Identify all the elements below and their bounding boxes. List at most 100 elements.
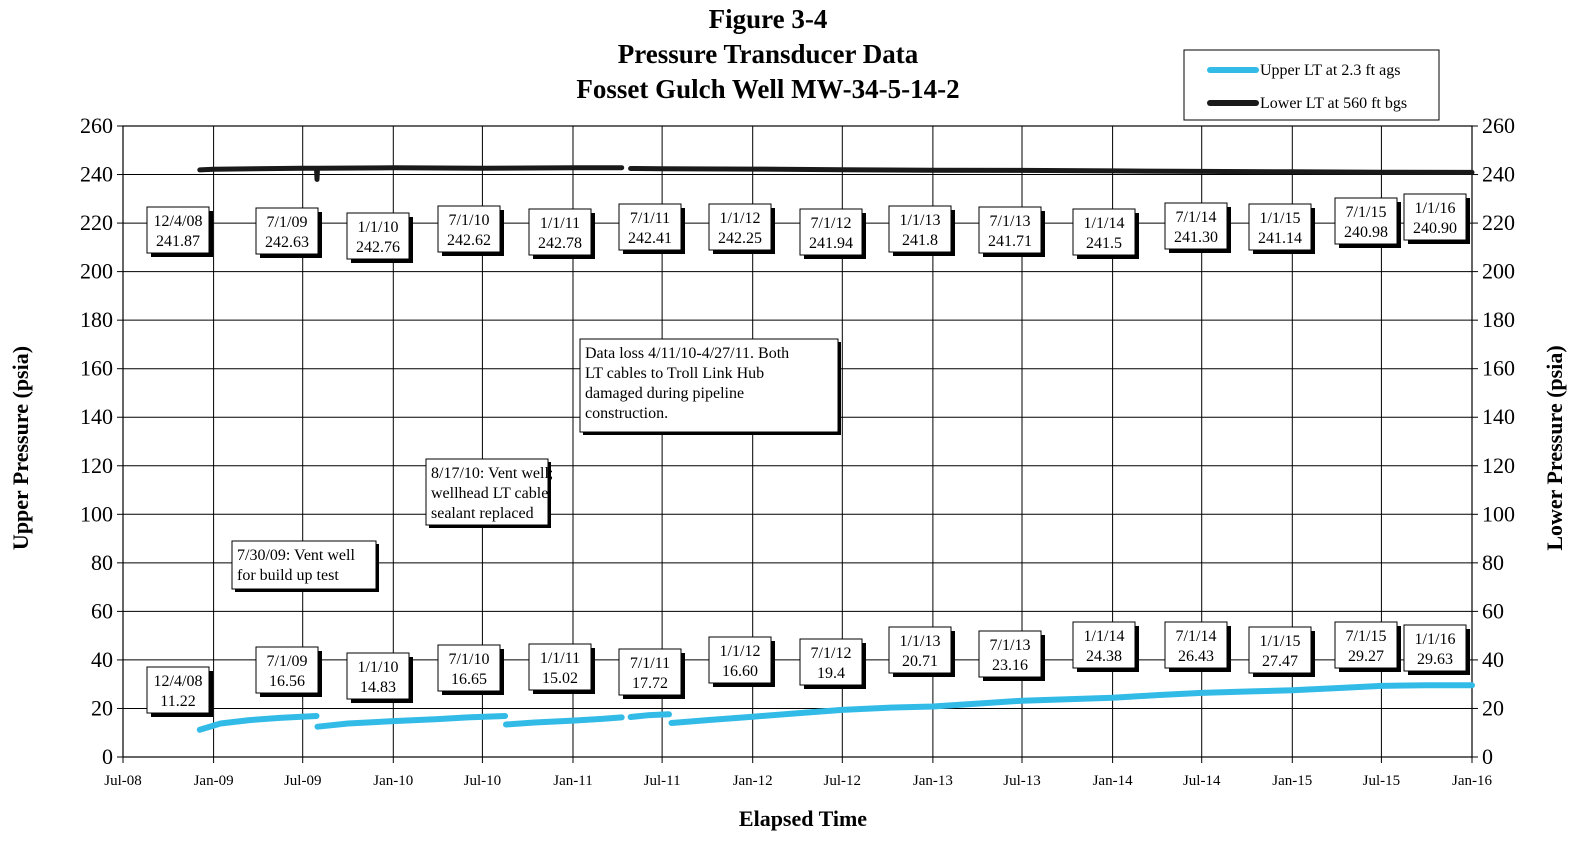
label-date: 1/1/11	[540, 215, 580, 232]
label-value: 241.71	[988, 233, 1032, 250]
annotation-text: Data loss 4/11/10-4/27/11. Both	[585, 345, 789, 362]
label-box	[528, 208, 592, 256]
y-tick-label: 80	[91, 550, 113, 575]
label-date: 7/1/09	[267, 214, 308, 231]
upper-data-label: 7/1/14 26.43	[1164, 621, 1231, 672]
label-box	[255, 646, 319, 694]
y-tick-label: 100	[80, 501, 113, 526]
upper-lt-line	[196, 713, 320, 733]
x-tick-label: Jan-09	[194, 773, 234, 789]
label-date: 1/1/15	[1260, 210, 1301, 227]
label-box	[346, 212, 410, 260]
lower-data-label: 12/4/08 241.87	[146, 206, 213, 257]
x-tick-label: Jul-11	[644, 773, 681, 789]
label-box	[1072, 621, 1136, 669]
label-date: 1/1/13	[900, 633, 941, 650]
y-tick-label: 180	[80, 307, 113, 332]
label-box	[437, 205, 501, 253]
x-tick-label: Jan-14	[1093, 773, 1133, 789]
upper-data-label: 1/1/10 14.83	[346, 652, 413, 703]
label-date: 7/1/10	[449, 651, 490, 668]
x-tick-label: Jul-14	[1183, 773, 1221, 789]
title-line-1: Figure 3-4	[709, 4, 828, 34]
annotation-text: wellhead LT cable	[431, 485, 548, 502]
y-tick-label: 220	[80, 210, 113, 235]
y-tick-label: 40	[91, 647, 113, 672]
legend-box	[1183, 49, 1440, 121]
label-value: 242.25	[718, 230, 762, 247]
label-value: 27.47	[1262, 653, 1298, 670]
label-date: 1/1/16	[1415, 631, 1456, 648]
label-value: 23.16	[992, 657, 1028, 674]
label-box	[1334, 621, 1398, 669]
lower-data-label: 7/1/13 241.71	[978, 206, 1045, 257]
label-date: 7/1/12	[811, 215, 852, 232]
x-tick-label: Jul-08	[104, 773, 142, 789]
x-tick-label: Jul-13	[1003, 773, 1041, 789]
x-axis-title: Elapsed Time	[739, 806, 867, 831]
y-axis-ticks: 0 20 40 60 80 100 120 140 160 180 200 220 240 260	[80, 113, 113, 769]
label-value: 16.56	[269, 673, 305, 690]
lower-data-label: 1/1/16 240.90	[1403, 193, 1470, 244]
label-box	[708, 203, 772, 251]
y2-tick-label: 260	[1482, 113, 1515, 138]
x-tick-label: Jan-10	[373, 773, 413, 789]
upper-data-label: 7/1/15 29.27	[1334, 621, 1401, 672]
lower-data-label: 7/1/12 241.94	[799, 208, 866, 259]
y2-tick-label: 60	[1482, 598, 1504, 623]
y-tick-label: 200	[80, 259, 113, 284]
label-date: 1/1/11	[540, 650, 580, 667]
label-date: 1/1/12	[720, 643, 761, 660]
y2-tick-label: 200	[1482, 259, 1515, 284]
lower-data-label: 7/1/10 242.62	[437, 205, 504, 256]
annotation-frame	[579, 338, 839, 433]
annotation-text: 7/30/09: Vent well	[237, 547, 355, 564]
label-box	[1334, 197, 1398, 245]
label-value: 29.63	[1417, 651, 1453, 668]
y-tick-label: 20	[91, 695, 113, 720]
lower-data-label: 7/1/11 242.41	[618, 203, 685, 254]
upper-data-label: 7/1/10 16.65	[437, 644, 504, 695]
y2-tick-label: 100	[1482, 501, 1515, 526]
annotation-text: LT cables to Troll Link Hub	[585, 365, 764, 382]
label-value: 241.5	[1086, 235, 1122, 252]
label-value: 242.78	[538, 235, 582, 252]
label-box	[346, 652, 410, 700]
label-box	[618, 203, 682, 251]
lower-data-label: 1/1/13 241.8	[888, 205, 955, 256]
label-box	[799, 638, 863, 686]
label-date: 12/4/08	[154, 213, 203, 230]
y-tick-label: 140	[80, 404, 113, 429]
legend-label: Upper LT at 2.3 ft ags	[1260, 62, 1400, 79]
label-value: 241.94	[809, 235, 853, 252]
label-value: 26.43	[1178, 648, 1214, 665]
label-value: 242.76	[356, 239, 400, 256]
upper-lt-line	[668, 682, 1475, 726]
x-tick-label: Jan-12	[733, 773, 773, 789]
lower-data-label: 7/1/09 242.63	[255, 207, 322, 258]
label-box	[978, 206, 1042, 254]
label-value: 14.83	[360, 679, 396, 696]
label-value: 241.8	[902, 232, 938, 249]
y-tick-label: 160	[80, 356, 113, 381]
label-value: 15.02	[542, 670, 578, 687]
annotation-box: 8/17/10: Vent well; wellhead LT cable seal…	[425, 458, 553, 528]
label-box	[978, 630, 1042, 678]
annotations: Data loss 4/11/10-4/27/11. Both LT cables…	[231, 338, 841, 592]
label-date: 1/1/15	[1260, 633, 1301, 650]
annotation-text: damaged during pipeline	[585, 385, 744, 402]
y-tick-label: 120	[80, 453, 113, 478]
label-box	[888, 626, 952, 674]
label-box	[146, 206, 210, 254]
lower-data-label: 1/1/12 242.25	[708, 203, 775, 254]
y2-tick-label: 240	[1482, 162, 1515, 187]
y2-tick-label: 140	[1482, 404, 1515, 429]
label-box	[1164, 621, 1228, 669]
y2-tick-label: 20	[1482, 695, 1504, 720]
label-box	[1403, 193, 1467, 241]
upper-lt-line	[314, 713, 509, 730]
upper-lt-line	[503, 714, 625, 728]
label-box	[1072, 208, 1136, 256]
label-value: 19.4	[817, 665, 845, 682]
